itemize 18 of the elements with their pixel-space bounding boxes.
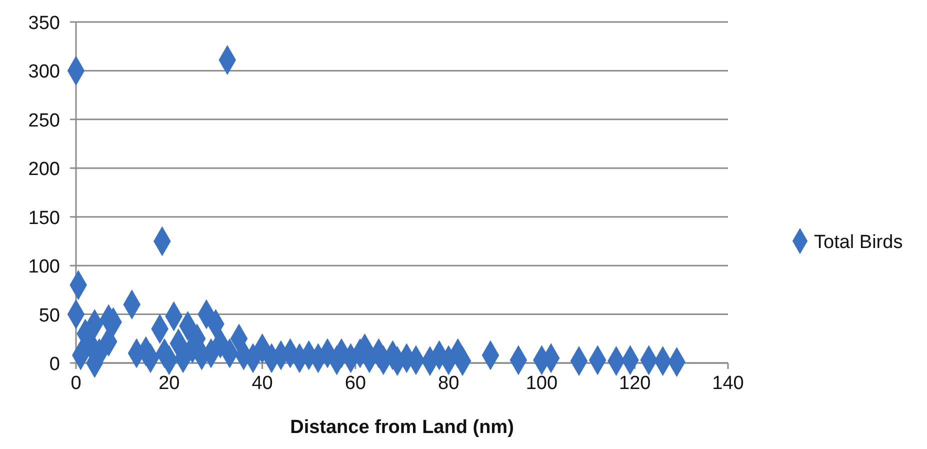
y-tick-label: 250	[28, 110, 60, 132]
x-axis-title: Distance from Land (nm)	[290, 417, 514, 438]
x-tick-label: 40	[252, 373, 273, 394]
x-tick-label: 20	[158, 373, 180, 394]
y-tick-label: 200	[28, 159, 60, 180]
y-tick-label: 50	[38, 305, 60, 326]
y-tick-label: 0	[49, 354, 60, 375]
x-tick-label: 140	[712, 373, 744, 394]
y-tick-label: 300	[28, 62, 60, 83]
legend-label: Total Birds	[814, 232, 903, 253]
y-tick-label: 100	[28, 256, 60, 278]
x-tick-label: 0	[70, 373, 82, 394]
y-tick-label: 150	[28, 208, 60, 229]
x-tick-label: 60	[344, 373, 366, 394]
x-tick-label: 100	[526, 373, 558, 394]
x-tick-label: 120	[619, 373, 651, 394]
y-tick-label: 350	[28, 13, 60, 34]
x-tick-label: 80	[438, 373, 460, 394]
